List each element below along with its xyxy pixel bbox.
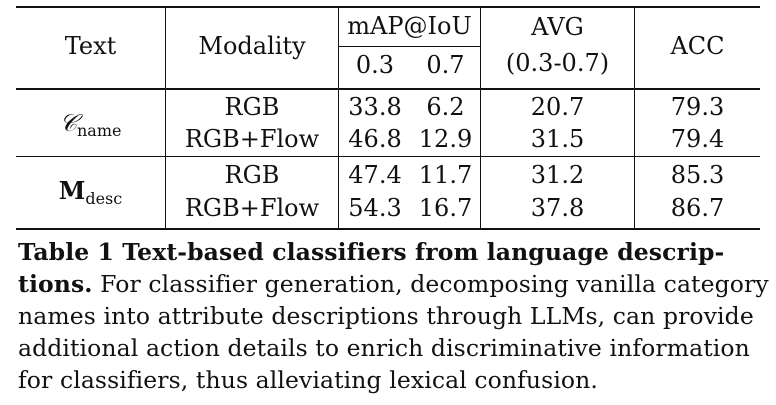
table-row-acc: 79.4 [670, 125, 725, 153]
group-label-sub: desc [85, 189, 123, 208]
table-row-modality: RGB [224, 93, 280, 121]
table-row-avg: 37.8 [530, 194, 585, 222]
header-acc: ACC [670, 32, 725, 60]
table-row-acc: 85.3 [670, 161, 725, 189]
table-row-acc: 79.3 [670, 93, 725, 121]
map-subheader-rule [338, 46, 480, 47]
header-avg-range: (0.3-0.7) [505, 49, 610, 77]
table-row-avg: 31.2 [530, 161, 585, 189]
table-row-modality: RGB+Flow [184, 125, 320, 153]
group-label-mdesc: Mdesc [16, 176, 165, 214]
caption-line-4: additional action details to enrich disc… [18, 334, 750, 362]
caption-line-1: Table 1 Text-based classifiers from lang… [18, 238, 725, 266]
table-row-map07: 16.7 [418, 194, 473, 222]
group-separator-rule [16, 156, 760, 157]
caption-line-3: names into attribute descriptions throug… [18, 302, 754, 330]
table-row-modality: RGB [224, 161, 280, 189]
caption-bold-fragment: tions. [18, 270, 93, 298]
table-row-modality: RGB+Flow [184, 194, 320, 222]
table-row-map03: 46.8 [348, 125, 402, 153]
table-row-map07: 12.9 [418, 125, 473, 153]
group-label-cname: 𝒞name [16, 108, 165, 146]
col-divider-map [480, 6, 481, 230]
table-row-map07: 11.7 [418, 161, 473, 189]
table-row-acc: 86.7 [670, 194, 725, 222]
header-map-07: 0.7 [426, 51, 465, 79]
col-divider-avg [634, 6, 635, 230]
header-bottom-rule [16, 88, 760, 90]
group-label-sub: name [77, 121, 122, 140]
table-top-rule [16, 6, 760, 8]
group-label-main: 𝒞 [59, 109, 78, 137]
table-row-map03: 47.4 [348, 161, 402, 189]
header-map-03: 0.3 [355, 51, 395, 79]
results-table: Text Modality mAP@IoU 0.3 0.7 AVG (0.3-0… [16, 6, 760, 230]
caption-line-2: tions. For classifier generation, decomp… [18, 268, 769, 300]
header-map: mAP@IoU [347, 12, 472, 40]
table-row-map03: 54.3 [348, 194, 402, 222]
group-label-main: M [58, 176, 86, 205]
col-divider-text [165, 6, 166, 230]
header-avg: AVG [531, 13, 584, 41]
caption-line-5: for classifiers, thus alleviating lexica… [18, 366, 598, 394]
table-row-avg: 20.7 [530, 93, 585, 121]
table-bottom-rule [16, 228, 760, 230]
table-row-avg: 31.5 [530, 125, 585, 153]
header-text: Text [64, 32, 117, 60]
table-row-map07: 6.2 [426, 93, 465, 121]
table-caption: Table 1 Text-based classifiers from lang… [18, 236, 769, 396]
header-modality: Modality [198, 32, 306, 60]
table-row-map03: 33.8 [348, 93, 402, 121]
col-divider-modality [338, 6, 339, 230]
caption-line-2-rest: For classifier generation, decomposing v… [92, 270, 769, 298]
